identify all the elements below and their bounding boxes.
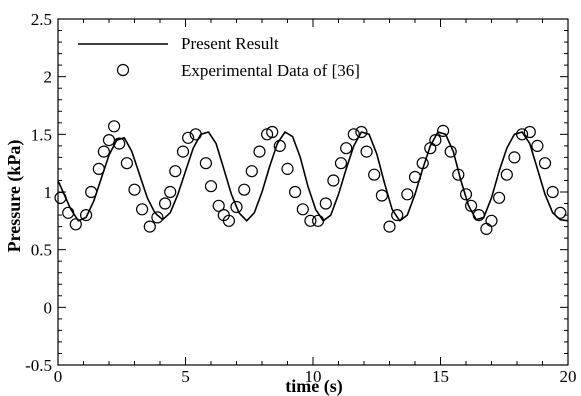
experimental-data-point	[85, 185, 98, 199]
experimental-data-point	[97, 145, 111, 158]
y-tick-label: 0	[44, 298, 53, 317]
experimental-data-point	[459, 188, 473, 201]
experimental-data-point	[176, 145, 190, 158]
experimental-data-point	[480, 222, 493, 235]
experimental-data-point	[79, 209, 93, 222]
experimental-data-point	[538, 157, 552, 170]
y-tick-label: 2	[44, 68, 53, 87]
experimental-data-point	[107, 120, 121, 133]
experimental-data-point	[546, 185, 559, 199]
experimental-data-point	[113, 137, 126, 150]
y-tick-label: 1.5	[31, 125, 52, 144]
experimental-data-point	[493, 191, 506, 204]
experimental-data-point	[334, 157, 348, 170]
experimental-data-point	[143, 220, 156, 233]
experimental-data-point	[401, 188, 414, 201]
experimental-data-point	[304, 214, 317, 227]
y-tick-label: 2.5	[31, 10, 52, 29]
y-axis-title: Pressure (kPa)	[4, 140, 25, 253]
legend-circle-swatch	[116, 63, 130, 77]
legend-label-experimental-data: Experimental Data of [36]	[181, 61, 360, 80]
experimental-data-point	[253, 145, 266, 158]
y-tick-label: -0.5	[25, 356, 52, 375]
experimental-data-point	[182, 131, 195, 144]
experimental-data-point	[54, 191, 67, 204]
experimental-data-point	[347, 128, 360, 141]
experimental-data-point	[375, 189, 388, 202]
x-axis-title: time (s)	[285, 376, 342, 396]
experimental-data-point	[136, 203, 149, 216]
experimental-data-point	[472, 209, 485, 222]
experimental-data-point	[465, 199, 478, 212]
experimental-data-point	[319, 197, 332, 210]
experimental-data-point	[204, 180, 218, 193]
experimental-data-point	[245, 165, 258, 178]
experimental-data-point	[92, 162, 105, 175]
experimental-data-point	[360, 145, 373, 158]
experimental-data-point	[312, 214, 325, 227]
experimental-data-point	[429, 134, 442, 147]
experimental-data-point	[102, 134, 116, 147]
experimental-data-point	[69, 218, 82, 231]
x-tick-label: 20	[560, 367, 577, 386]
experimental-data-point	[340, 142, 353, 155]
experimental-data-point	[120, 157, 134, 170]
experimental-data-point	[281, 162, 294, 175]
experimental-data-point	[238, 183, 251, 196]
experimental-data-point	[408, 170, 422, 184]
experimental-data-point	[531, 139, 544, 152]
experimental-data-point	[212, 199, 225, 212]
present-result-line	[57, 131, 569, 222]
experimental-data-point	[266, 125, 279, 139]
experimental-data-point	[554, 206, 567, 219]
experimental-data-point	[273, 139, 286, 152]
experimental-data-point	[296, 203, 309, 216]
experimental-data-point	[199, 157, 212, 170]
y-tick-label: 0.5	[31, 241, 52, 260]
experimental-data-point	[485, 214, 498, 227]
experimental-data-point	[383, 220, 396, 233]
experimental-data-point	[327, 174, 340, 187]
experimental-data-point	[444, 145, 457, 158]
x-tick-label: 5	[181, 367, 190, 386]
experimental-data-point	[189, 128, 202, 141]
experimental-data-point	[452, 168, 465, 181]
experimental-data-point	[437, 124, 450, 137]
experimental-data-point	[391, 209, 404, 222]
legend-label-present-result: Present Result	[181, 34, 279, 53]
experimental-data-point	[416, 157, 429, 170]
experimental-data-point	[355, 125, 368, 139]
experimental-data-point	[500, 168, 513, 181]
x-tick-label: 10	[305, 367, 322, 386]
experimental-data-point	[159, 197, 172, 210]
x-tick-label: 15	[432, 367, 449, 386]
y-tick-label: 1	[44, 183, 53, 202]
experimental-data-point	[515, 128, 529, 141]
experimental-data-point	[128, 183, 141, 196]
experimental-data-point	[62, 206, 75, 219]
experimental-data-point	[164, 185, 177, 199]
experimental-data-point	[169, 165, 182, 178]
x-tick-label: 0	[54, 367, 63, 386]
experimental-data-point	[230, 200, 243, 214]
experimental-data-point	[368, 168, 381, 181]
experimental-data-point	[508, 151, 521, 164]
experimental-data-point	[289, 185, 302, 199]
experimental-data-point	[523, 125, 536, 139]
experimental-data-point	[222, 214, 235, 227]
experimental-data-point	[151, 211, 164, 224]
